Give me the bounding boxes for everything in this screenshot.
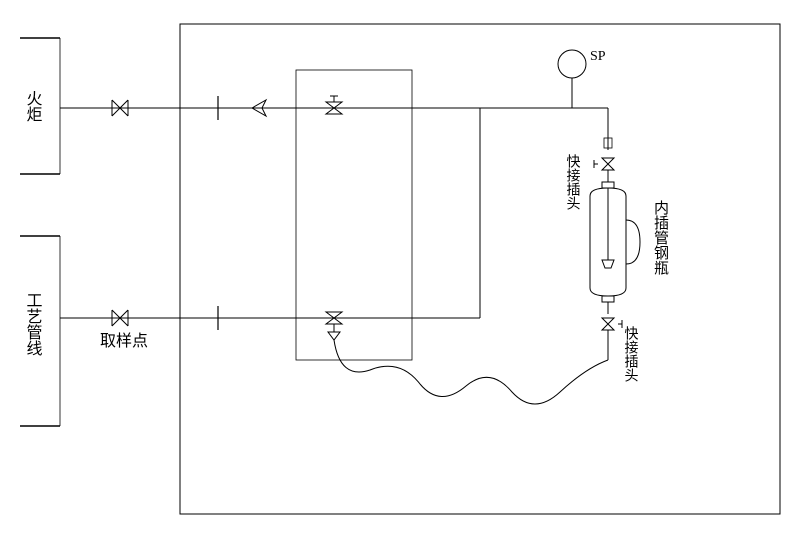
quick-connector-top-label: 快接插头 (565, 154, 581, 210)
cylinder-label: 内插管钢瓶 (652, 200, 669, 276)
needle-valve-top (326, 96, 342, 114)
sample-point-label: 取样点 (100, 332, 148, 350)
sample-cylinder (590, 170, 640, 314)
piping-diagram: 火炬 工艺管线 取样点 (0, 0, 800, 533)
process-line-label: 工艺管线 (24, 292, 43, 356)
quick-connector-top-valve (594, 158, 614, 170)
quick-connector-bottom-valve (602, 318, 622, 330)
sp-label: SP (590, 49, 606, 64)
inner-manifold-box (296, 70, 412, 360)
flare-label: 火炬 (24, 90, 43, 122)
three-way-valve-bottom (326, 312, 342, 340)
flexible-hose (334, 340, 608, 404)
process-line-block: 工艺管线 (20, 236, 60, 426)
quick-connector-bottom-label: 快接插头 (623, 326, 639, 382)
sp-indicator (558, 50, 586, 78)
flare-block: 火炬 (20, 38, 60, 174)
